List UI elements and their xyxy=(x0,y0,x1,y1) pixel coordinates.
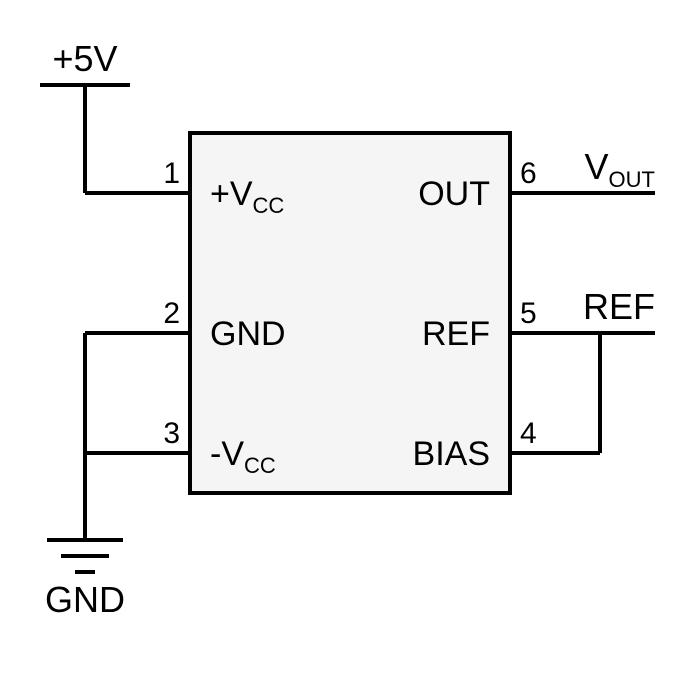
pin-label: REF xyxy=(422,315,490,353)
pin-number: 6 xyxy=(520,157,537,190)
ref-label: REF xyxy=(583,286,655,327)
pin-label: BIAS xyxy=(413,435,490,473)
schematic-canvas: 1+VCC2GND3-VCC6OUT5REF4BIAS+5VGNDVOUTREF xyxy=(0,0,700,686)
pin-label: OUT xyxy=(418,175,490,213)
gnd-label: GND xyxy=(45,579,125,620)
pin-number: 4 xyxy=(520,417,537,450)
pin-number: 2 xyxy=(163,297,180,330)
supply-label-vcc: +5V xyxy=(52,38,117,79)
pin-number: 1 xyxy=(163,157,180,190)
pin-number: 3 xyxy=(163,417,180,450)
pin-number: 5 xyxy=(520,297,537,330)
pin-label: GND xyxy=(210,315,286,353)
vout-label: VOUT xyxy=(585,146,655,192)
